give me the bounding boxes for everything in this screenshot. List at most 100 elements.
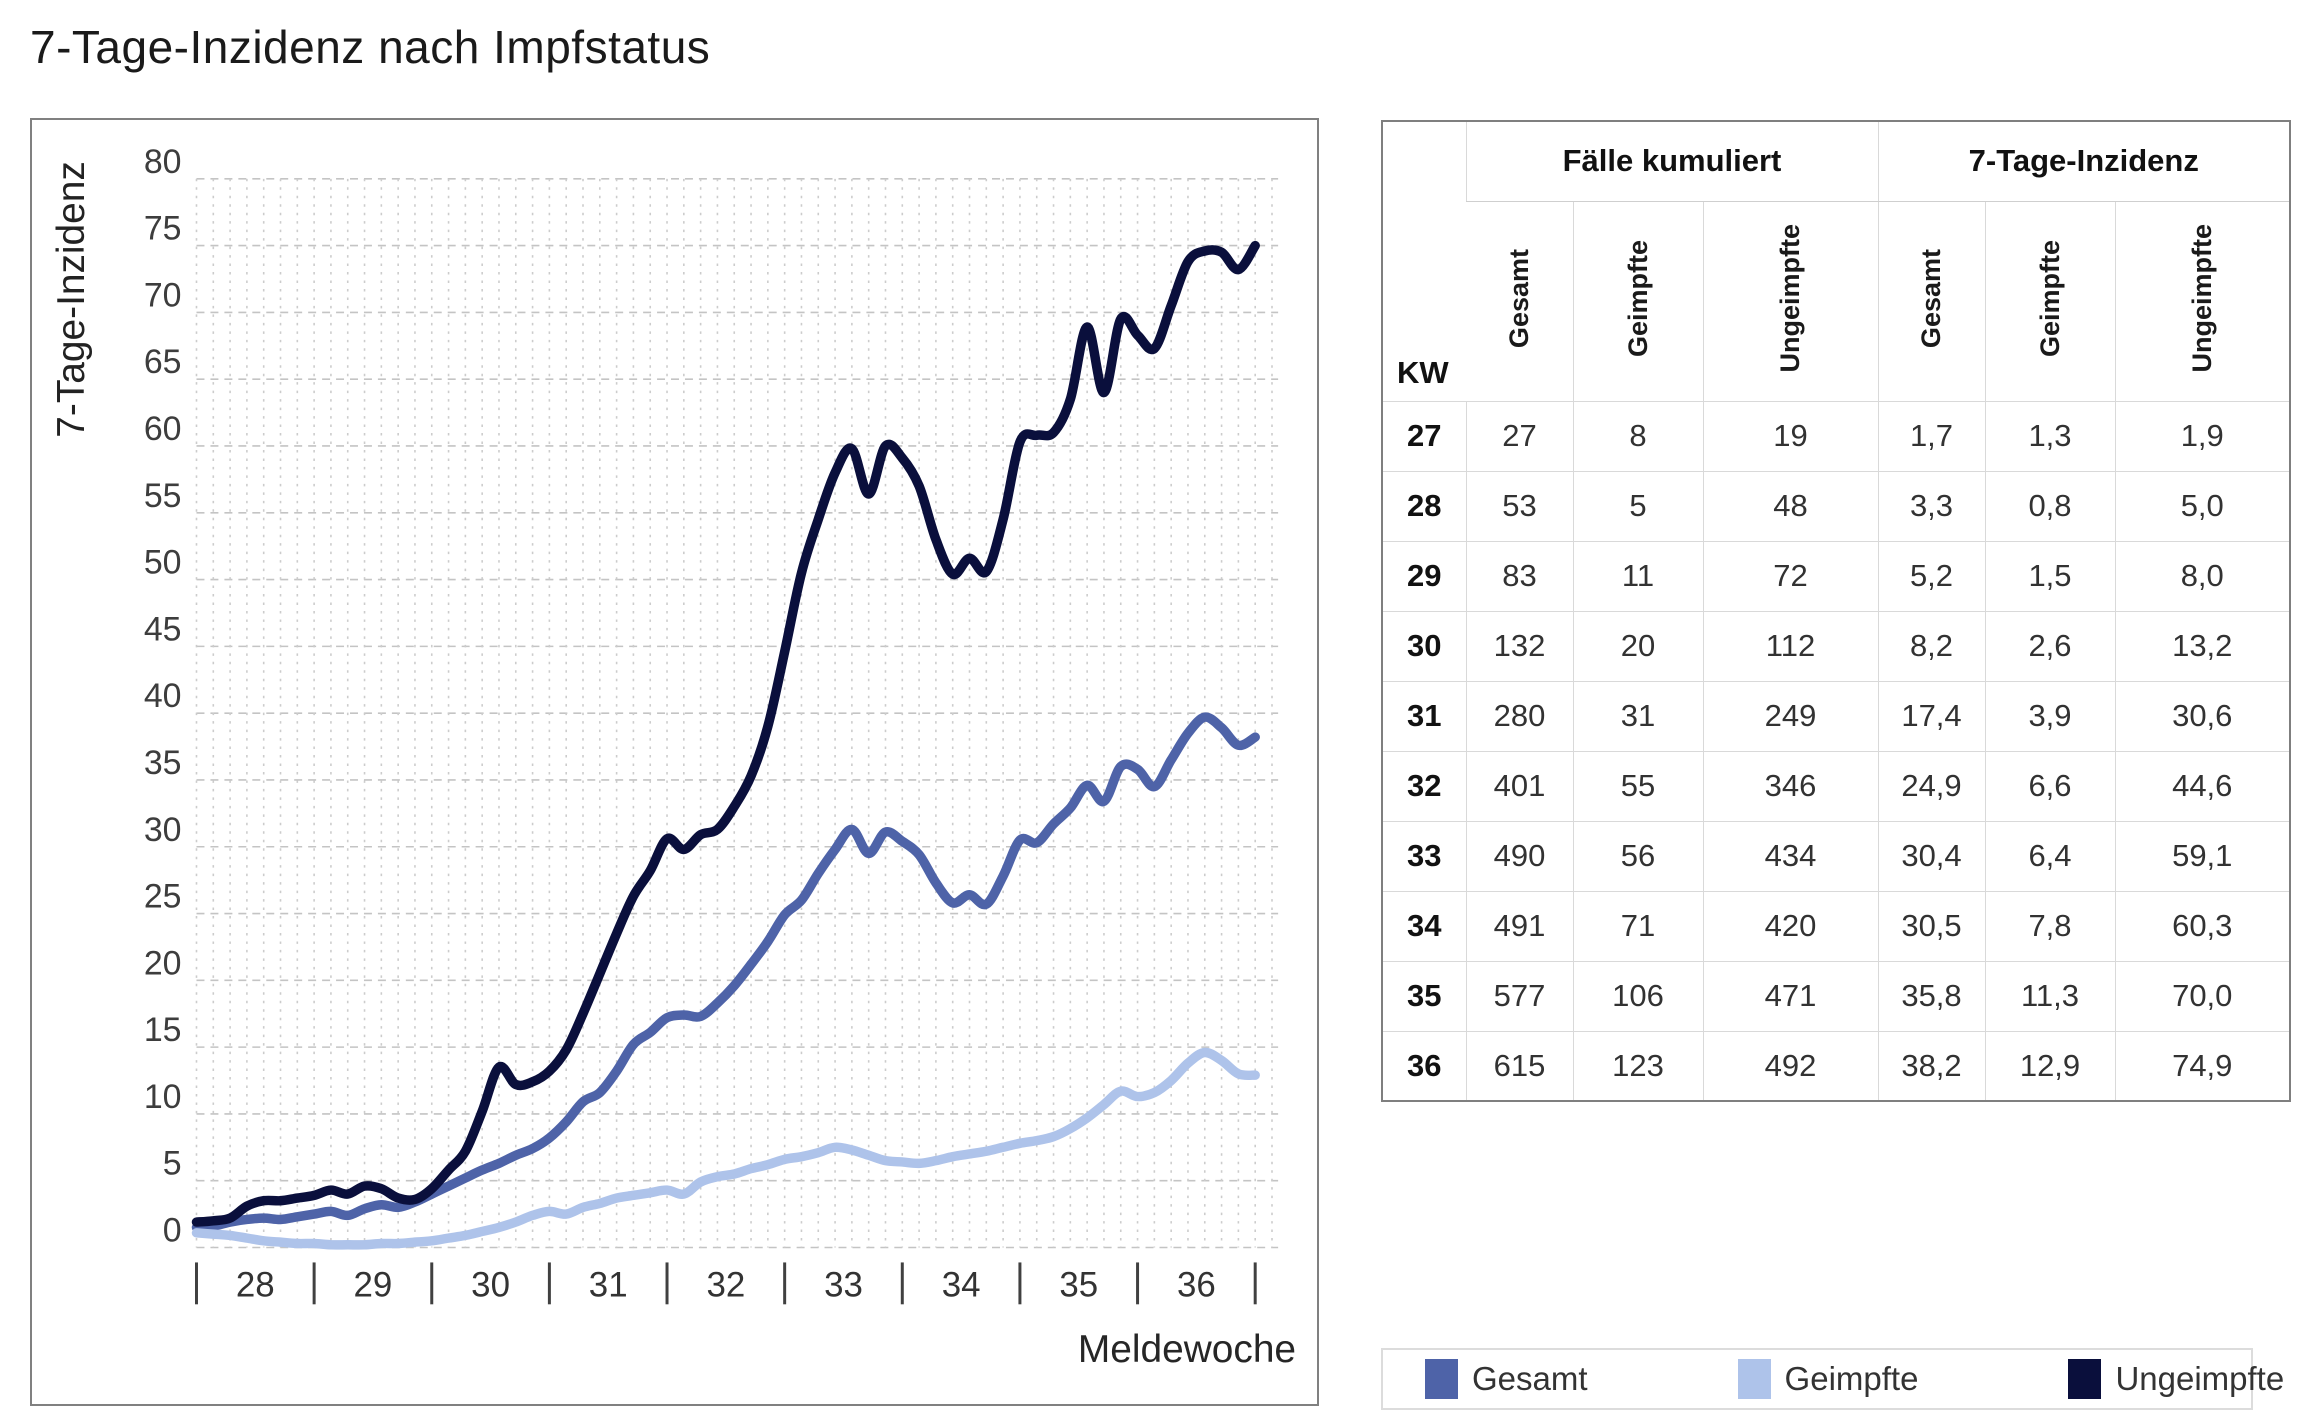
kw-cell: 27 — [1407, 418, 1442, 453]
y-tick-label: 15 — [144, 1011, 182, 1049]
table-row: 32 401 55 346 24,9 6,6 44,6 — [1382, 751, 2290, 821]
table-row: 29 83 11 72 5,2 1,5 8,0 — [1382, 541, 2290, 611]
value-cell: 346 — [1702, 751, 1878, 821]
chart-legend: Gesamt Geimpfte Ungeimpfte — [1381, 1348, 2284, 1410]
value-cell: 106 — [1572, 961, 1703, 1031]
x-tick-label: 36 — [1177, 1265, 1216, 1304]
legend-item-gesamt: Gesamt — [1425, 1359, 1588, 1399]
value-cell: 8,2 — [1877, 611, 1985, 681]
kw-cell: 33 — [1407, 838, 1442, 873]
y-tick-label: 80 — [144, 143, 182, 181]
page-title: 7-Tage-Inzidenz nach Impfstatus — [30, 21, 711, 73]
table-row: 28 53 5 48 3,3 0,8 5,0 — [1382, 471, 2290, 541]
value-cell: 6,6 — [1984, 751, 2115, 821]
value-cell: 1,3 — [1984, 401, 2115, 471]
y-tick-label: 25 — [144, 878, 182, 916]
value-cell: 59,1 — [2114, 821, 2290, 891]
legend-item-ungeimpfte: Ungeimpfte — [2068, 1359, 2284, 1399]
value-cell: 7,8 — [1984, 891, 2115, 961]
y-tick-label: 65 — [144, 343, 182, 381]
incidence-line-chart: 0 5 10 15 20 25 30 35 40 45 50 55 60 65 70 75 80 7-Tage-I… — [50, 143, 1296, 1371]
value-cell: 492 — [1702, 1031, 1878, 1101]
value-cell: 13,2 — [2114, 611, 2290, 681]
value-cell: 3,3 — [1877, 471, 1985, 541]
value-cell: 6,4 — [1984, 821, 2115, 891]
value-cell: 30,5 — [1877, 891, 1985, 961]
value-cell: 112 — [1702, 611, 1878, 681]
x-tick-label: 34 — [942, 1265, 981, 1304]
col-header-incidence-ungeimpfte: Ungeimpfte — [2114, 201, 2290, 401]
table-row: 30 132 20 112 8,2 2,6 13,2 — [1382, 611, 2290, 681]
kw-cell: 29 — [1407, 558, 1442, 593]
col-header-incidence-geimpfte: Geimpfte — [1984, 201, 2115, 401]
value-cell: 74,9 — [2114, 1031, 2290, 1101]
value-cell: 5,2 — [1877, 541, 1985, 611]
x-tick-label: 28 — [236, 1265, 275, 1304]
legend-swatch — [1425, 1359, 1458, 1399]
y-tick-label: 40 — [144, 677, 182, 715]
value-cell: 471 — [1702, 961, 1878, 1031]
table-row: 27 27 8 19 1,7 1,3 1,9 — [1382, 401, 2290, 471]
y-tick-label: 35 — [144, 744, 182, 782]
value-cell: 8,0 — [2114, 541, 2290, 611]
legend-swatch — [2068, 1359, 2102, 1399]
y-tick-label: 55 — [144, 477, 182, 515]
value-cell: 3,9 — [1984, 681, 2115, 751]
x-tick-label: 33 — [824, 1265, 863, 1304]
value-cell: 20 — [1572, 611, 1703, 681]
kw-cell: 32 — [1407, 768, 1442, 803]
table-row: 34 491 71 420 30,5 7,8 60,3 — [1382, 891, 2290, 961]
table-row: 31 280 31 249 17,4 3,9 30,6 — [1382, 681, 2290, 751]
y-tick-label: 45 — [144, 610, 182, 648]
value-cell: 280 — [1465, 681, 1573, 751]
legend-label: Gesamt — [1472, 1360, 1588, 1397]
value-cell: 577 — [1465, 961, 1573, 1031]
table-row: 35 577 106 471 35,8 11,3 70,0 — [1382, 961, 2290, 1031]
col-header-cases-ungeimpfte: Ungeimpfte — [1702, 201, 1878, 401]
value-cell: 60,3 — [2114, 891, 2290, 961]
kw-cell: 28 — [1407, 488, 1442, 523]
x-tick-label: 30 — [471, 1265, 510, 1304]
value-cell: 491 — [1465, 891, 1573, 961]
value-cell: 31 — [1572, 681, 1703, 751]
value-cell: 2,6 — [1984, 611, 2115, 681]
x-tick-label: 32 — [706, 1265, 745, 1304]
x-tick-label: 31 — [589, 1265, 628, 1304]
x-tick-label: 29 — [354, 1265, 393, 1304]
weekly-data-table: KW Fälle kumuliert 7-Tage-Inzidenz Gesam… — [1381, 120, 2291, 1102]
value-cell: 420 — [1702, 891, 1878, 961]
y-tick-label: 60 — [144, 410, 182, 448]
value-cell: 17,4 — [1877, 681, 1985, 751]
kw-cell: 31 — [1407, 698, 1442, 733]
value-cell: 56 — [1572, 821, 1703, 891]
value-cell: 72 — [1702, 541, 1878, 611]
y-tick-label: 5 — [163, 1145, 182, 1183]
value-cell: 5 — [1572, 471, 1703, 541]
value-cell: 44,6 — [2114, 751, 2290, 821]
table-row: 33 490 56 434 30,4 6,4 59,1 — [1382, 821, 2290, 891]
y-tick-label: 70 — [144, 276, 182, 314]
series-line-ungeimpfte — [191, 240, 1260, 1227]
series-line-gesamt — [191, 712, 1260, 1233]
value-cell: 8 — [1572, 401, 1703, 471]
group-header-cumulative-cases: Fälle kumuliert — [1465, 121, 1878, 202]
legend-label: Ungeimpfte — [2115, 1360, 2285, 1397]
value-cell: 35,8 — [1877, 961, 1985, 1031]
col-header-cases-gesamt: Gesamt — [1503, 248, 1534, 349]
col-header-incidence-gesamt: Gesamt — [1877, 201, 1985, 401]
value-cell: 249 — [1702, 681, 1878, 751]
kw-cell: 30 — [1407, 628, 1442, 663]
value-cell: 19 — [1702, 401, 1878, 471]
value-cell: 401 — [1465, 751, 1573, 821]
value-cell: 12,9 — [1984, 1031, 2115, 1101]
table-row: 36 615 123 492 38,2 12,9 74,9 — [1382, 1031, 2290, 1101]
value-cell: 11 — [1572, 541, 1703, 611]
x-axis-title: Meldewoche — [1078, 1328, 1296, 1371]
value-cell: 434 — [1702, 821, 1878, 891]
value-cell: 1,7 — [1877, 401, 1985, 471]
y-tick-label: 0 — [163, 1212, 182, 1250]
y-tick-label: 75 — [144, 210, 182, 248]
value-cell: 0,8 — [1984, 471, 2115, 541]
col-header-cases-geimpfte: Geimpfte — [1572, 201, 1703, 401]
kw-cell: 34 — [1407, 908, 1442, 943]
